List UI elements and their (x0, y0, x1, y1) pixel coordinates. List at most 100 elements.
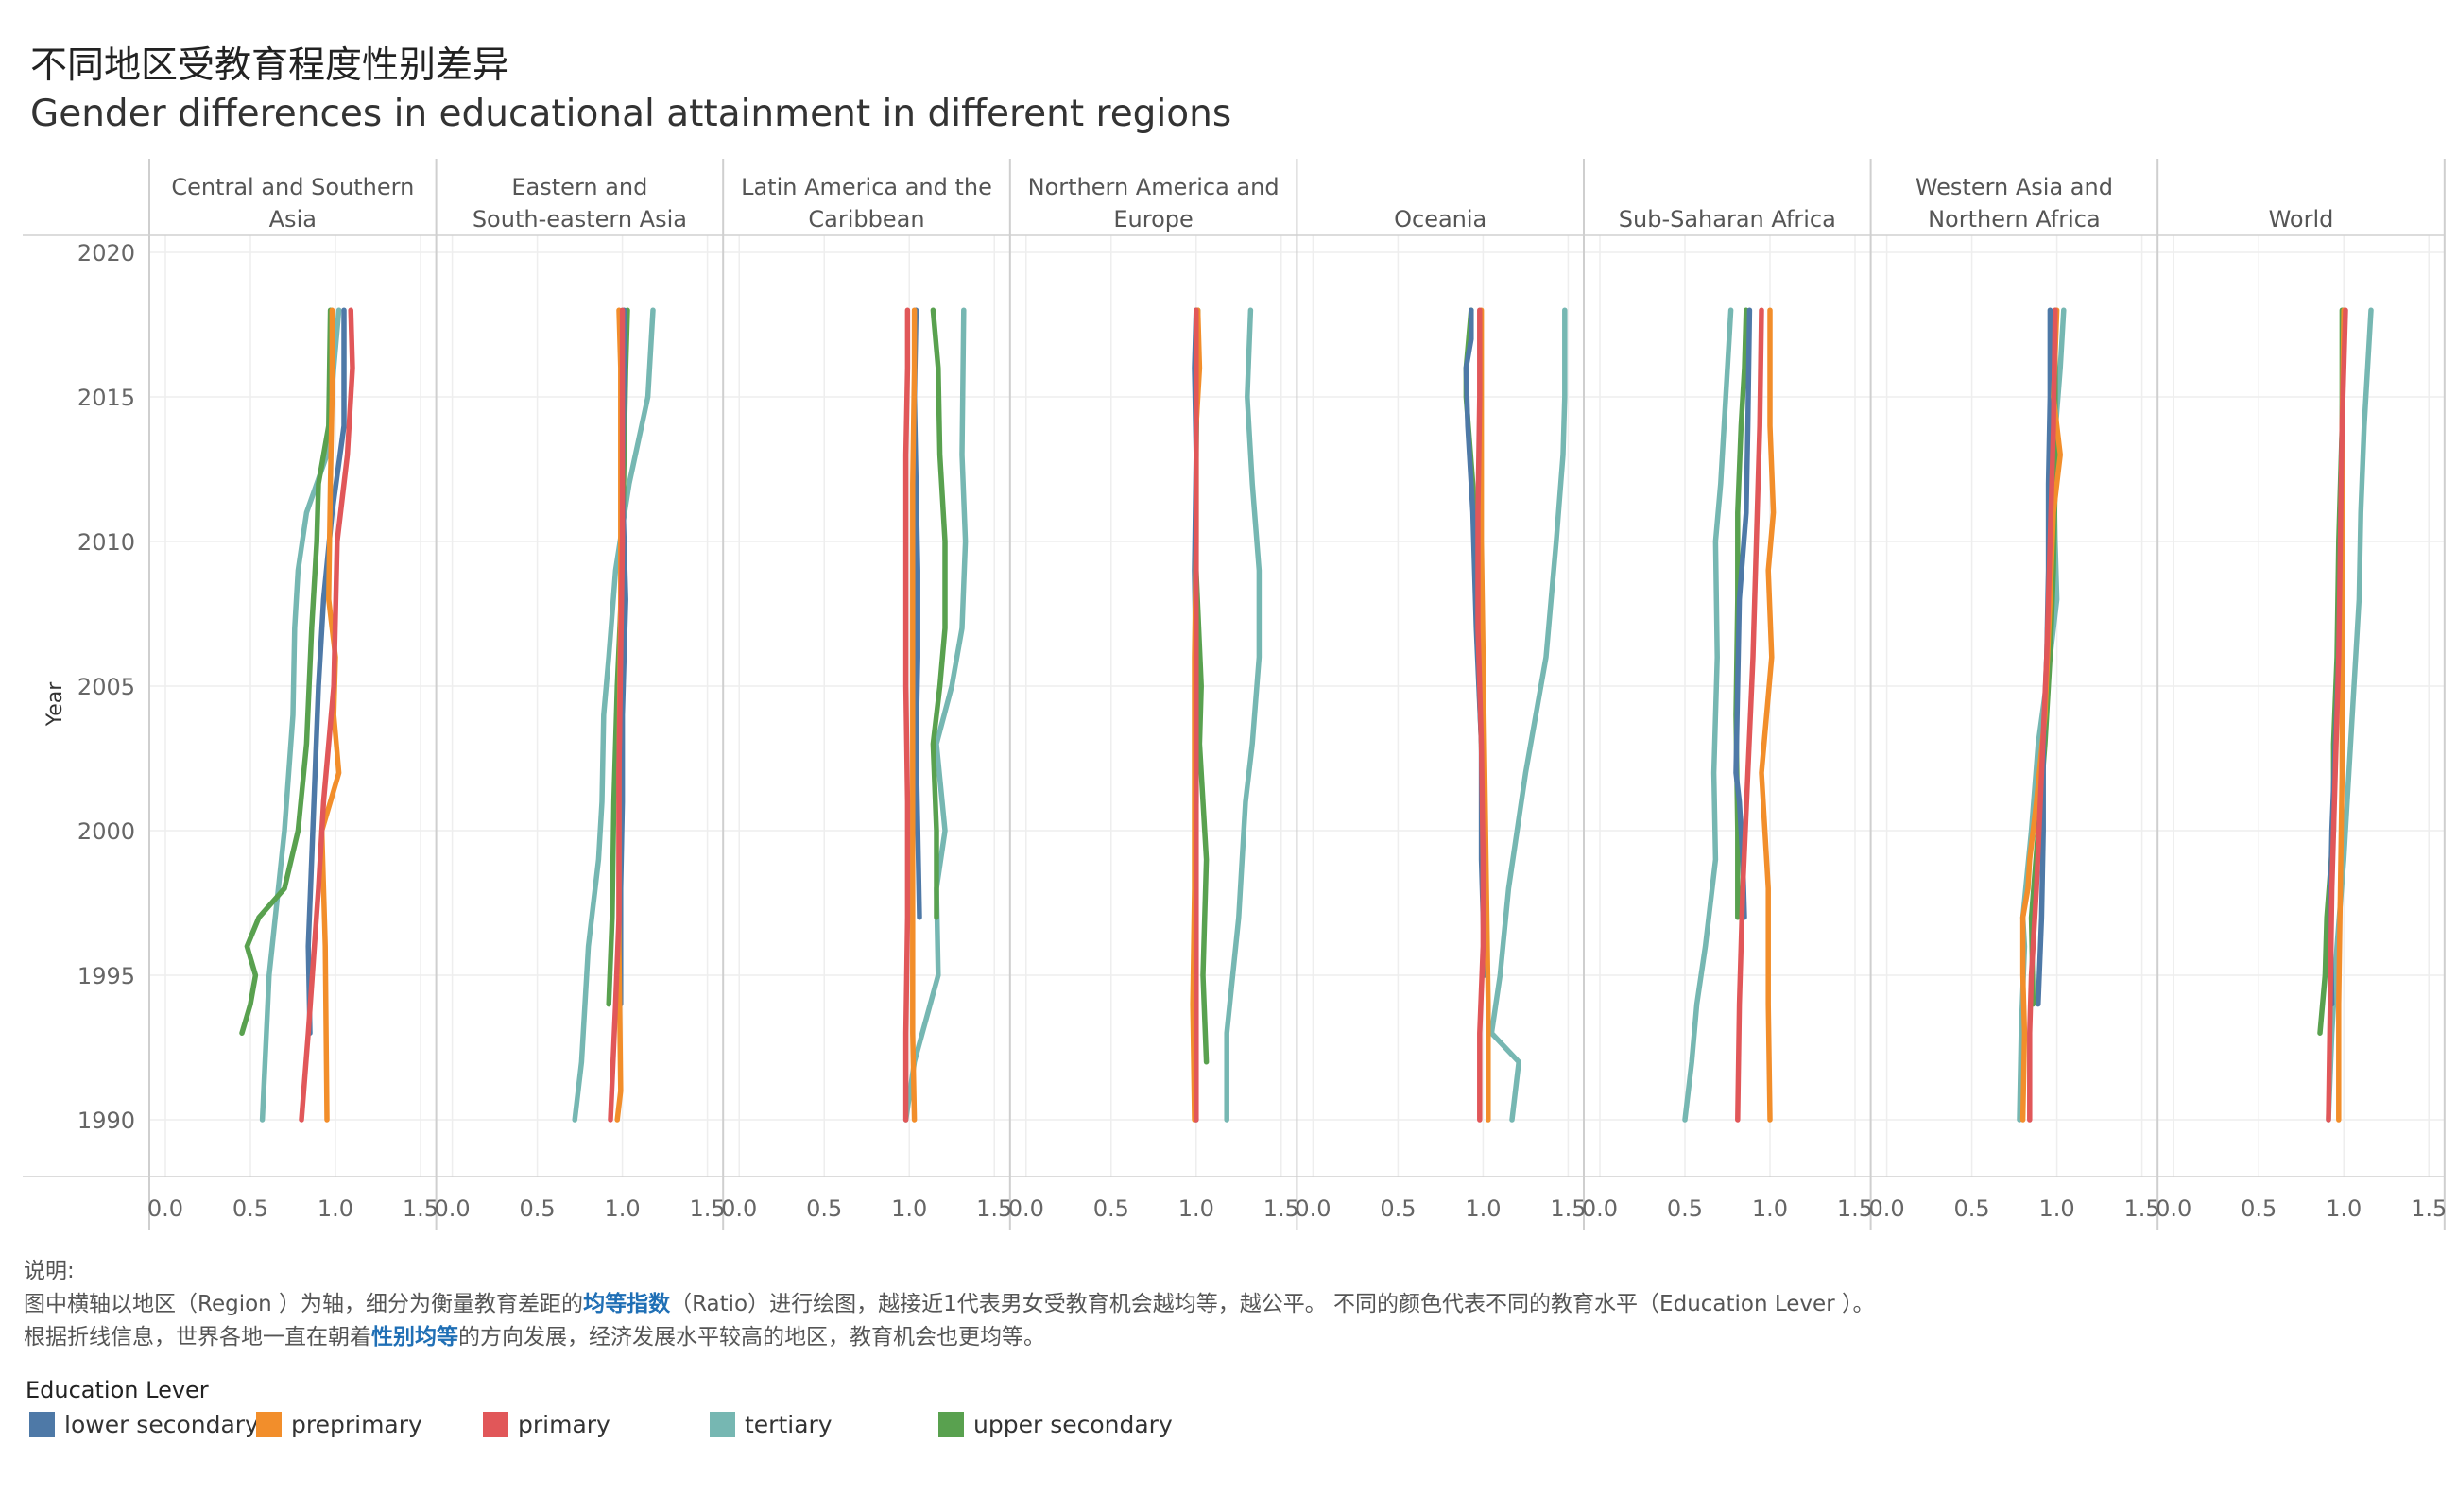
series-line-northern-america-and-europe-tertiary (1224, 307, 1263, 1123)
x-tick-label-latin-america-and-the-caribbean: 0.5 (806, 1195, 842, 1222)
panel-header-eastern-and-south-eastern-asia: South-eastern Asia (472, 206, 687, 232)
x-tick-label-world: 0.0 (2156, 1195, 2191, 1222)
legend-item-primary[interactable]: primary (483, 1410, 610, 1438)
x-tick-label-latin-america-and-the-caribbean: 1.0 (891, 1195, 927, 1222)
panel-header-western-asia-and-northern-africa: Northern Africa (1928, 206, 2101, 232)
x-tick-label-central-and-southern-asia: 0.0 (147, 1195, 183, 1222)
x-tick-label-world: 1.5 (2411, 1195, 2447, 1222)
x-tick-label-eastern-and-south-eastern-asia: 0.0 (435, 1195, 471, 1222)
series-line-latin-america-and-the-caribbean-preprimary (910, 307, 918, 1123)
y-tick-label-2010: 2010 (77, 529, 135, 556)
series-line-sub-saharan-africa-lower-secondary (1733, 307, 1753, 920)
y-tick-label-1995: 1995 (77, 963, 135, 989)
note-line-trend: 根据折线信息，世界各地一直在朝着性别均等的方向发展，经济发展水平较高的地区，教育… (24, 1318, 1045, 1350)
legend-swatch-lower-secondary (29, 1411, 55, 1437)
x-tick-label-western-asia-and-northern-africa: 0.5 (1954, 1195, 1990, 1222)
x-tick-label-world: 0.5 (2241, 1195, 2277, 1222)
note-trend-text-a: 根据折线信息，世界各地一直在朝着 (24, 1325, 371, 1349)
x-tick-label-central-and-southern-asia: 0.5 (232, 1195, 268, 1222)
legend-item-tertiary[interactable]: tertiary (710, 1410, 833, 1438)
series-line-central-and-southern-asia-primary (299, 307, 355, 1123)
series-line-world-primary (2326, 307, 2348, 1123)
panel-header-western-asia-and-northern-africa: Western Asia and (1916, 174, 2113, 200)
x-tick-label-eastern-and-south-eastern-asia: 1.0 (605, 1195, 641, 1222)
x-tick-label-northern-america-and-europe: 1.0 (1178, 1195, 1214, 1222)
panel-header-central-and-southern-asia: Central and Southern (171, 174, 414, 200)
frame-layer (23, 159, 2446, 1230)
panel-header-eastern-and-south-eastern-asia: Eastern and (511, 174, 647, 200)
x-tick-label-eastern-and-south-eastern-asia: 1.5 (690, 1195, 726, 1222)
legend-label-preprimary: preprimary (291, 1410, 422, 1438)
x-tick-label-sub-saharan-africa: 0.5 (1667, 1195, 1703, 1222)
series-line-central-and-southern-asia-upper-secondary (239, 307, 334, 1036)
legend-swatch-preprimary (256, 1411, 282, 1437)
x-tick-label-western-asia-and-northern-africa: 1.0 (2039, 1195, 2075, 1222)
note-line-ratio: 图中横轴以地区（Region ）为轴，细分为衡量教育差距的均等指数（Ratio）… (24, 1285, 1874, 1317)
note-ratio-text-b: （Ratio）进行绘图，越接近1代表男女受教育机会越均等，越公平。 不同的颜色代… (670, 1292, 1875, 1316)
y-tick-label-2015: 2015 (77, 385, 135, 411)
legend-swatch-upper-secondary (938, 1411, 964, 1437)
panel-header-northern-america-and-europe: Northern America and (1028, 174, 1280, 200)
series-line-central-and-southern-asia-lower-secondary (305, 307, 347, 1036)
series-line-western-asia-and-northern-africa-preprimary (2019, 307, 2063, 1123)
legend-item-upper-secondary[interactable]: upper secondary (938, 1410, 1173, 1438)
panel-header-world: World (2269, 206, 2334, 232)
x-tick-label-northern-america-and-europe: 0.0 (1008, 1195, 1044, 1222)
legend-title: Education Lever (26, 1377, 209, 1403)
x-tick-label-oceania: 1.5 (1550, 1195, 1586, 1222)
y-tick-label-2005: 2005 (77, 674, 135, 700)
note-trend-text-b: 的方向发展，经济发展水平较高的地区，教育机会也更均等。 (458, 1325, 1045, 1349)
x-tick-label-central-and-southern-asia: 1.0 (318, 1195, 353, 1222)
panel-header-latin-america-and-the-caribbean: Latin America and the (741, 174, 992, 200)
series-line-western-asia-and-northern-africa-primary (2027, 307, 2058, 1123)
legend-label-lower-secondary: lower secondary (64, 1410, 259, 1438)
panel-header-oceania: Oceania (1394, 206, 1486, 232)
legend-label-tertiary: tertiary (745, 1410, 833, 1438)
series-line-sub-saharan-africa-primary (1735, 307, 1764, 1123)
chart-title-english: Gender differences in educational attain… (30, 93, 1232, 135)
panel-header-latin-america-and-the-caribbean: Caribbean (808, 206, 924, 232)
x-tick-label-western-asia-and-northern-africa: 0.0 (1869, 1195, 1905, 1222)
y-tick-label-2020: 2020 (77, 240, 135, 266)
x-tick-label-eastern-and-south-eastern-asia: 0.5 (520, 1195, 556, 1222)
series-line-sub-saharan-africa-preprimary (1759, 307, 1777, 1123)
x-tick-label-western-asia-and-northern-africa: 1.5 (2124, 1195, 2160, 1222)
chart-title-chinese: 不同地区受教育程度性别差异 (30, 44, 510, 87)
note-ratio-highlight: 均等指数 (583, 1292, 671, 1316)
panel-header-sub-saharan-africa: Sub-Saharan Africa (1619, 206, 1836, 232)
panel-header-central-and-southern-asia: Asia (269, 206, 317, 232)
series-line-latin-america-and-the-caribbean-tertiary (902, 307, 969, 1123)
x-tick-label-oceania: 0.0 (1295, 1195, 1331, 1222)
x-tick-label-latin-america-and-the-caribbean: 1.5 (976, 1195, 1012, 1222)
small-multiples-line-chart: 1990 1995 2000 2005 2010 2015 2020 Year Central … (23, 159, 2447, 1230)
note-ratio-text-a: 图中横轴以地区（Region ）为轴，细分为衡量教育差距的 (24, 1292, 584, 1316)
series-line-latin-america-and-the-caribbean-primary (902, 307, 911, 1123)
note-trend-highlight: 性别均等 (371, 1325, 458, 1349)
x-tick-label-central-and-southern-asia: 1.5 (403, 1195, 438, 1222)
x-tick-label-oceania: 0.5 (1380, 1195, 1416, 1222)
legend-item-lower-secondary[interactable]: lower secondary (29, 1410, 259, 1438)
x-tick-label-northern-america-and-europe: 1.5 (1263, 1195, 1299, 1222)
x-tick-label-latin-america-and-the-caribbean: 0.0 (721, 1195, 757, 1222)
x-tick-label-sub-saharan-africa: 0.0 (1582, 1195, 1618, 1222)
series-layer (239, 307, 2374, 1123)
legend-swatch-primary (483, 1411, 508, 1437)
x-tick-label-world: 1.0 (2326, 1195, 2362, 1222)
series-line-eastern-and-south-eastern-asia-tertiary (572, 307, 656, 1123)
series-line-latin-america-and-the-caribbean-upper-secondary (930, 307, 948, 920)
x-tick-label-oceania: 1.0 (1465, 1195, 1501, 1222)
label-layer: 1990 1995 2000 2005 2010 2015 2020 Year Central … (43, 174, 2447, 1222)
legend-item-preprimary[interactable]: preprimary (256, 1410, 422, 1438)
y-tick-label-1990: 1990 (77, 1108, 135, 1134)
series-line-world-tertiary (2326, 307, 2374, 1123)
x-tick-label-sub-saharan-africa: 1.0 (1752, 1195, 1788, 1222)
series-line-oceania-primary (1475, 307, 1486, 1123)
note-heading: 说明: (24, 1252, 75, 1284)
legend-label-upper-secondary: upper secondary (973, 1410, 1173, 1438)
legend-swatch-tertiary (710, 1411, 735, 1437)
series-line-oceania-tertiary (1488, 307, 1568, 1123)
panel-header-northern-america-and-europe: Europe (1113, 206, 1193, 232)
series-line-eastern-and-south-eastern-asia-primary (608, 307, 626, 1123)
x-tick-label-sub-saharan-africa: 1.5 (1837, 1195, 1873, 1222)
series-line-sub-saharan-africa-tertiary (1682, 307, 1734, 1123)
